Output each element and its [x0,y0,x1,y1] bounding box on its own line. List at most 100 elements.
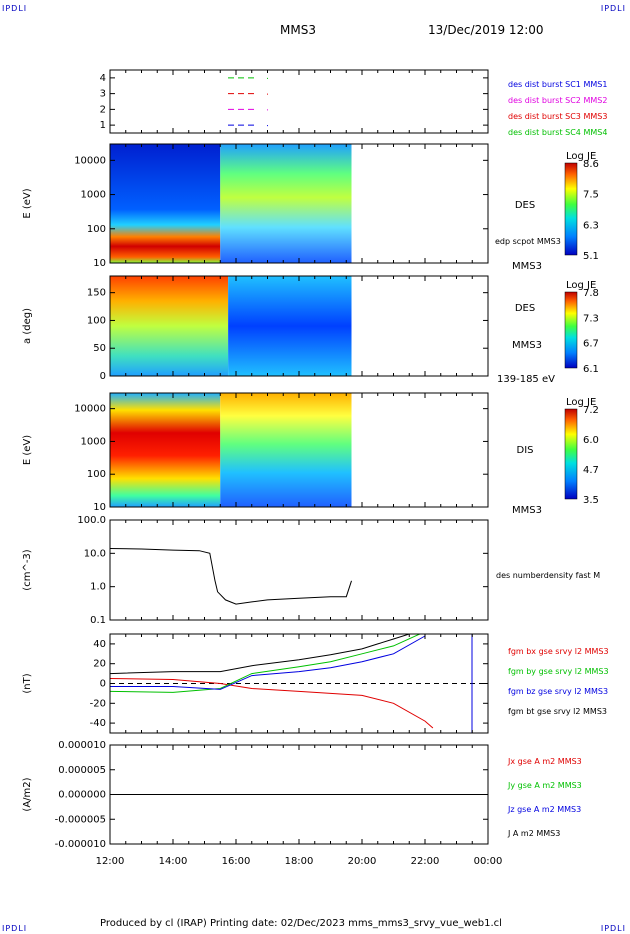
y-tick-label: 3 [100,89,106,100]
y-tick-label: -0.000010 [55,839,106,850]
y-tick-label: 1000 [81,436,106,447]
burst-legend-entry: des dist burst SC3 MMS3 [508,112,607,121]
y-tick-label: 1 [100,120,106,131]
burst-legend-entry: des dist burst SC2 MMS2 [508,96,607,105]
y-tick-label: 150 [87,288,106,299]
colorbar-tick-label: 7.5 [583,190,599,201]
date-title: 13/Dec/2019 12:00 [428,23,544,37]
x-tick-label: 20:00 [348,856,377,867]
dis-spectrogram-region-pre [110,393,221,507]
colorbar-tick-label: 3.5 [583,495,599,506]
y-tick-label: 20 [93,659,106,670]
burst-interval-dot [267,125,268,127]
corner-label-tr: IPDLI [600,4,626,13]
series-label: fgm bt gse srvy l2 MMS3 [508,707,607,716]
colorbar-tick-label: 7.2 [583,405,599,416]
y-tick-label: -40 [90,718,106,729]
y-tick-label: 0.000005 [58,765,106,776]
y-tick-label: 0.000000 [58,790,106,801]
y-tick-label: 50 [93,343,106,354]
y-axis-label: (cm^-3) [22,549,33,590]
dis-spectrogram-region-post [220,393,352,507]
y-tick-label: 10 [93,502,106,513]
burst-interval-dot [267,77,268,79]
pitch-region-post [228,276,352,376]
instrument-label: DIS [517,445,534,456]
y-axis-label: a (deg) [22,308,33,344]
series-label: fgm bz gse srvy l2 MMS3 [508,687,608,696]
y-tick-label: 0 [100,679,106,690]
colorbar-tick-label: 5.1 [583,251,599,262]
series-label: J A m2 MMS3 [507,829,560,838]
pitch-region-pre [110,276,229,376]
burst-legend-entry: des dist burst SC1 MMS1 [508,80,607,89]
colorbar [564,291,578,369]
corner-label-bl: IPDLI [2,924,28,933]
y-tick-label: 40 [93,639,106,650]
y-tick-label: -0.000005 [55,814,106,825]
density-series-line [109,548,352,605]
y-tick-label: 10 [93,258,106,269]
colorbar-tick-label: 6.1 [583,364,599,375]
colorbar-tick-label: 6.3 [583,220,599,231]
des-spectrogram-region-post [220,144,352,263]
y-tick-label: 2 [100,104,106,115]
y-tick-label: 10.0 [84,548,106,559]
x-tick-label: 18:00 [285,856,314,867]
colorbar-tick-label: 6.7 [583,339,599,350]
y-tick-label: 100 [87,224,106,235]
colorbar-tick-label: 4.7 [583,465,599,476]
series-label: fgm by gse srvy l2 MMS3 [508,667,609,676]
x-tick-label: 12:00 [96,856,125,867]
colorbar [564,408,578,500]
x-tick-label: 16:00 [222,856,251,867]
y-tick-label: 0.1 [90,615,106,626]
y-axis-label: (A/m2) [22,777,33,811]
y-tick-label: 100 [87,469,106,480]
colorbar-title: Log JE [566,151,596,162]
y-tick-label: 4 [100,73,106,84]
spacecraft-title: MMS3 [280,23,316,37]
y-tick-label: 10000 [74,404,106,415]
series-label: fgm bx gse srvy l2 MMS3 [508,647,609,656]
spacecraft-label: MMS3 [512,340,542,351]
x-tick-label: 14:00 [159,856,188,867]
colorbar-tick-label: 7.8 [583,288,599,299]
y-axis-label: E (eV) [22,188,33,218]
y-tick-label: 10000 [74,155,106,166]
burst-legend-entry: des dist burst SC4 MMS4 [508,128,607,137]
des-spectrogram-region-pre [110,144,221,263]
burst-interval-dot [267,93,268,95]
y-tick-label: 0 [100,371,106,382]
y-tick-label: 100.0 [77,515,106,526]
spacecraft-label: MMS3 [512,261,542,272]
instrument-label: DES [515,200,535,211]
y-tick-label: 0.000010 [58,740,106,751]
colorbar-tick-label: 6.0 [583,435,599,446]
footer-text: Produced by cl (IRAP) Printing date: 02/… [100,918,502,929]
corner-label-br: IPDLI [600,924,626,933]
field-series-line [109,633,410,675]
corner-label-tl: IPDLI [2,4,28,13]
panel-frame-5 [109,519,489,621]
colorbar-tick-label: 8.6 [583,159,599,170]
colorbar-title: Log JE [566,397,596,408]
y-tick-label: -20 [90,698,106,709]
energy-range-label: 139-185 eV [497,374,555,385]
field-series-line [109,633,421,693]
x-tick-label: 00:00 [474,856,503,867]
series-label: des numberdensity fast M [496,571,600,580]
y-axis-label: (nT) [22,673,33,693]
series-label: Jy gse A m2 MMS3 [507,781,582,790]
colorbar-title: Log JE [566,280,596,291]
colorbar [564,162,578,256]
edp-scpot-label: edp scpot MMS3 [495,237,561,246]
y-tick-label: 1000 [81,190,106,201]
instrument-label: DES [515,303,535,314]
burst-interval-dot [267,109,268,111]
y-tick-label: 1.0 [90,582,106,593]
series-label: Jz gse A m2 MMS3 [507,805,581,814]
spacecraft-label: MMS3 [512,505,542,516]
series-label: Jx gse A m2 MMS3 [507,757,582,766]
